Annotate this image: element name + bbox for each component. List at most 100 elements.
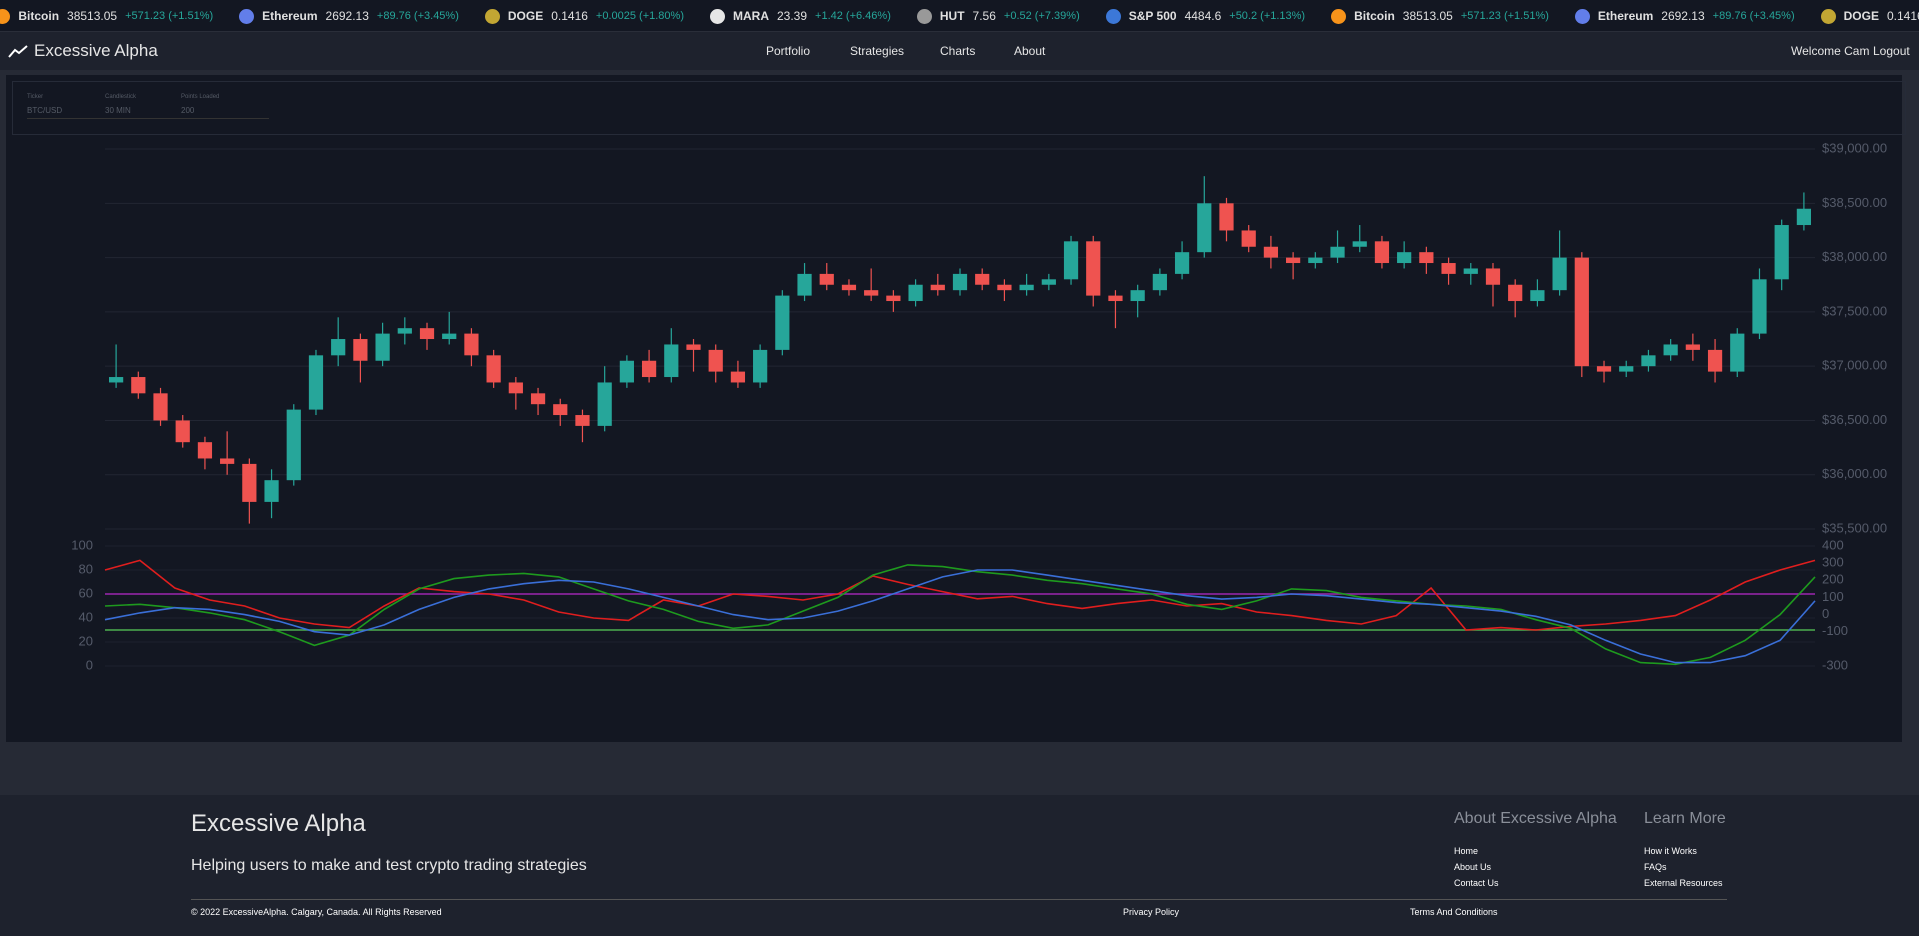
y-tick-label: 20 (79, 633, 93, 648)
candle-body (1752, 279, 1767, 334)
y-tick-label: $37,500.00 (1822, 303, 1887, 318)
candle-body (1219, 203, 1234, 231)
controls: Ticker BTC/USD Candlestick 30 MIN Points L… (12, 81, 1906, 135)
candle-body (753, 349, 768, 383)
footer-brand: Excessive Alpha (191, 810, 366, 837)
y-tick-label: $38,500.00 (1822, 195, 1887, 210)
footer: Excessive Alpha Helping users to make an… (0, 795, 1919, 936)
indicator-line (104, 564, 1816, 666)
logo-icon (8, 45, 28, 58)
control[interactable]: Points Loaded 200 (181, 94, 269, 119)
y-tick-label: $36,000.00 (1822, 466, 1887, 481)
footer-divider (191, 899, 1727, 900)
footer-link[interactable]: FAQs (1644, 862, 1667, 872)
ticker-item[interactable]: HUT 7.56 +0.52 (+7.39%) (916, 8, 1080, 24)
nav-link[interactable]: About (1014, 44, 1046, 58)
ticker-change: +571.23 (+1.51%) (1460, 10, 1549, 22)
ticker-item[interactable]: Ethereum 2692.13 +89.76 (+3.45%) (239, 8, 459, 24)
footer-link[interactable]: Terms And Conditions (1410, 907, 1498, 917)
footer-link[interactable]: Contact Us (1454, 878, 1499, 888)
candle-body (1130, 290, 1145, 302)
control[interactable]: Candlestick 30 MIN (105, 94, 193, 119)
candle-body (264, 480, 279, 502)
control-label: Points Loaded (181, 94, 220, 100)
candle-body (353, 339, 368, 361)
candle-body (242, 463, 257, 502)
ticker-icon (1820, 8, 1836, 24)
footer-heading: Learn More (1644, 810, 1726, 827)
y2-tick-label: -100 (1822, 623, 1848, 638)
candle-body (1685, 344, 1700, 350)
candle-body (1108, 295, 1123, 302)
nav-link[interactable]: Strategies (850, 44, 905, 58)
candle-body (1641, 355, 1656, 367)
ticker-icon (1105, 8, 1121, 24)
candle-body (841, 284, 857, 291)
ticker-icon (1574, 8, 1590, 24)
candle-body (175, 420, 190, 443)
y2-tick-label: 400 (1822, 537, 1844, 552)
candle-body (886, 295, 901, 302)
footer-link[interactable]: External Resources (1644, 878, 1723, 888)
ticker-icon (0, 8, 11, 24)
candle-body (1352, 241, 1367, 247)
y-tick-label: 0 (86, 657, 93, 672)
nav-link[interactable]: Charts (940, 44, 976, 58)
ticker-change: +571.23 (+1.51%) (125, 10, 214, 22)
candle-body (1019, 284, 1034, 291)
ticker-icon (710, 8, 725, 24)
footer-tagline: Helping users to make and test crypto tr… (191, 857, 587, 874)
ticker-change: +89.76 (+3.45%) (376, 10, 459, 22)
control-label: Candlestick (105, 94, 137, 100)
ticker-item[interactable]: Bitcoin 38513.05 +571.23 (+1.51%) (0, 8, 214, 24)
y-tick-label: 40 (79, 609, 93, 624)
ticker-item[interactable]: Ethereum 2692.13 +89.76 (+3.45%) (1574, 8, 1795, 24)
candle-body (197, 442, 213, 459)
nav-link[interactable]: Portfolio (766, 44, 811, 58)
candle-body (1308, 257, 1323, 264)
candle-body (331, 339, 346, 356)
candle-body (1241, 230, 1256, 247)
welcome: Welcome Cam (1791, 44, 1870, 58)
control[interactable]: Ticker BTC/USD (27, 94, 115, 119)
ticker-name: DOGE (507, 9, 544, 23)
candle-body (286, 409, 301, 481)
footer-link[interactable]: About Us (1454, 862, 1492, 872)
y2-tick-label: 300 (1822, 555, 1844, 570)
brand[interactable]: Excessive Alpha (34, 41, 158, 60)
candle-body (1508, 284, 1523, 302)
candle-body (997, 284, 1012, 291)
candle-body (664, 344, 679, 378)
candle-body (220, 458, 235, 464)
candle-body (375, 333, 390, 361)
ticker-name: S&P 500 (1128, 9, 1177, 23)
candle-body (1286, 257, 1301, 264)
y-tick-label: $39,000.00 (1822, 140, 1887, 155)
logout[interactable]: Logout (1873, 44, 1910, 58)
candle-body (486, 355, 501, 383)
footer-link[interactable]: Home (1454, 846, 1479, 856)
indicator-line (104, 569, 1816, 664)
ticker-bar: S&P 500 4484.6 +50.2 (+1.13%) Bitcoin 38513.… (0, 0, 1919, 32)
ticker-price: 23.39 (777, 9, 808, 23)
ticker-change: +0.52 (+7.39%) (1003, 10, 1080, 22)
candle-body (797, 273, 812, 296)
candle-body (975, 273, 990, 285)
candle-body (1663, 344, 1678, 356)
ticker-item[interactable]: Bitcoin 38513.05 +571.23 (+1.51%) (1331, 8, 1549, 24)
header: Excessive Alpha Portfolio Strategies Cha… (0, 32, 1919, 70)
candle-body (1041, 279, 1056, 285)
control-value: 200 (181, 106, 269, 119)
candle-body (1441, 263, 1456, 274)
footer-link[interactable]: Privacy Policy (1123, 907, 1180, 917)
ticker-item[interactable]: MARA 23.39 +1.42 (+6.46%) (710, 8, 891, 24)
control-value: BTC/USD (27, 106, 115, 119)
footer-link[interactable]: How it Works (1644, 846, 1697, 856)
ticker-change: +0.0025 (+1.80%) (595, 10, 684, 22)
ticker-price: 0.1416 (1886, 9, 1919, 23)
candle-body (1707, 349, 1723, 372)
ticker-change: +1.42 (+6.46%) (815, 10, 891, 22)
ticker-item[interactable]: S&P 500 4484.6 +50.2 (+1.13%) (1105, 8, 1305, 24)
